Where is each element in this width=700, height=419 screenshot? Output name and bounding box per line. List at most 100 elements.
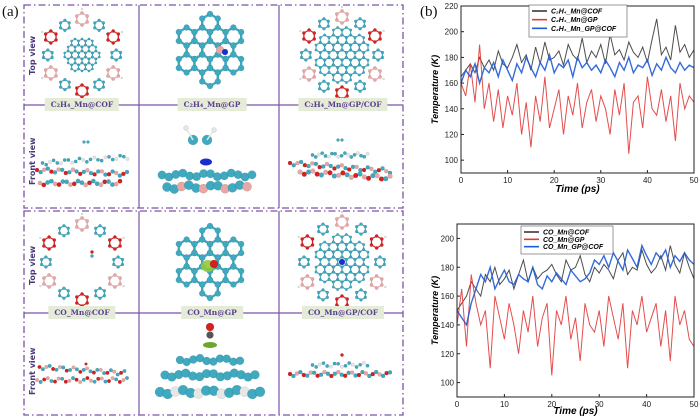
- atom: [60, 376, 65, 381]
- atom: [378, 31, 382, 35]
- atom: [305, 274, 310, 278]
- atom: [43, 38, 48, 42]
- atom: [230, 281, 237, 288]
- atom: [78, 369, 83, 374]
- atom: [116, 68, 121, 72]
- atom: [230, 69, 237, 76]
- atom: [85, 168, 90, 173]
- atom: [50, 50, 54, 55]
- atom: [49, 65, 53, 69]
- atom: [310, 161, 315, 166]
- atom: [302, 75, 306, 79]
- atom: [366, 43, 370, 47]
- atom: [336, 233, 340, 236]
- atom: [331, 78, 335, 82]
- molecule-co-mn-gp-cof-front: [287, 353, 393, 379]
- atom: [73, 45, 77, 49]
- atom: [70, 39, 73, 43]
- atom: [344, 278, 348, 281]
- atom: [363, 224, 367, 229]
- atom: [335, 94, 339, 98]
- atom: [305, 286, 310, 290]
- atom: [71, 376, 75, 381]
- atom: [325, 229, 329, 234]
- atom: [323, 169, 329, 175]
- atom: [362, 243, 366, 246]
- atom: [41, 50, 46, 55]
- atom: [42, 167, 47, 172]
- y-tick-label: 120: [441, 350, 455, 359]
- atom: [199, 51, 206, 58]
- atom: [74, 169, 79, 174]
- atom: [110, 169, 115, 174]
- atom: [254, 386, 266, 397]
- atom: [58, 21, 63, 25]
- atom: [327, 258, 331, 261]
- atom: [345, 217, 349, 221]
- atom: [331, 33, 335, 37]
- plot-frame: [456, 223, 695, 398]
- temperature-chart-2: 0 10 20 30 40 50 100 120 140 160 180 200 Time (ps) Te…: [430, 223, 699, 417]
- atom: [340, 270, 344, 274]
- atom: [54, 367, 59, 372]
- atom: [366, 270, 370, 274]
- atom: [306, 169, 312, 175]
- atom: [118, 153, 122, 158]
- atom: [353, 278, 357, 281]
- atom: [357, 33, 361, 37]
- atom: [298, 257, 302, 262]
- atom: [96, 157, 100, 162]
- atom: [335, 88, 339, 92]
- atom: [306, 257, 310, 262]
- atom: [326, 19, 330, 23]
- atom: [326, 24, 330, 28]
- atom: [66, 45, 70, 49]
- atom: [356, 372, 362, 378]
- atom: [344, 71, 348, 74]
- atom: [106, 172, 112, 177]
- atom: [110, 157, 115, 162]
- atom: [116, 255, 120, 259]
- atom: [49, 379, 54, 383]
- row-label-top-view-1: Top view: [28, 35, 37, 75]
- atom: [98, 296, 102, 300]
- atom: [299, 77, 302, 81]
- atom: [191, 249, 198, 257]
- atom: [324, 161, 330, 167]
- atom: [121, 378, 126, 383]
- atom: [113, 181, 119, 187]
- atom: [79, 180, 85, 186]
- atom: [175, 240, 182, 248]
- atom: [357, 270, 361, 274]
- atom: [344, 288, 348, 291]
- atom: [340, 9, 344, 13]
- atom: [305, 234, 310, 238]
- atom: [106, 74, 110, 78]
- atom: [366, 48, 370, 52]
- atom: [362, 82, 367, 86]
- atom: [336, 154, 341, 159]
- atom: [358, 89, 362, 93]
- atom: [336, 56, 340, 59]
- atom: [247, 170, 257, 180]
- atom: [345, 297, 349, 301]
- atom: [222, 64, 229, 72]
- atom: [63, 51, 67, 55]
- atom: [310, 168, 316, 174]
- atom: [331, 235, 335, 239]
- atom: [214, 78, 221, 85]
- atom: [78, 171, 83, 177]
- atom: [97, 51, 101, 55]
- atom: [230, 42, 237, 49]
- atom: [317, 24, 322, 28]
- atom: [80, 83, 84, 87]
- molecule-c2h4-mn-cof-front: [34, 140, 130, 188]
- atom: [333, 151, 337, 156]
- atom: [359, 232, 363, 236]
- atom: [214, 24, 221, 31]
- atom: [77, 63, 80, 67]
- atom: [340, 285, 344, 289]
- atom: [80, 292, 84, 296]
- atom: [214, 254, 221, 261]
